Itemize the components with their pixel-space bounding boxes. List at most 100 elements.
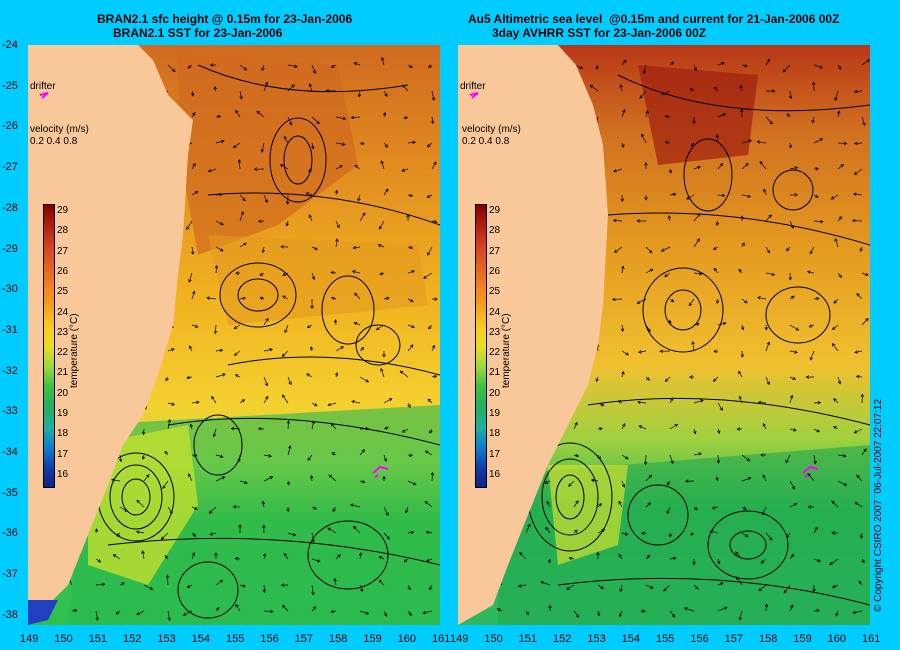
velocity-arrow — [118, 454, 123, 463]
velocity-arrow — [328, 474, 337, 482]
velocity-arrow — [568, 480, 575, 487]
velocity-arrow — [717, 162, 724, 170]
velocity-arrow — [645, 584, 654, 589]
velocity-arrow — [167, 402, 176, 406]
colorbar-tick-label: 25 — [57, 286, 69, 298]
lon-tick-label: 154 — [621, 633, 641, 645]
velocity-arrow — [789, 166, 799, 170]
velocity-arrow — [189, 345, 193, 352]
velocity-arrow — [738, 268, 743, 274]
velocity-arrow — [191, 163, 196, 170]
velocity-arrow — [669, 610, 676, 618]
velocity-arrow — [215, 114, 222, 119]
velocity-arrow — [853, 428, 863, 434]
velocity-arrow — [741, 139, 753, 144]
velocity-arrow — [855, 374, 863, 379]
velocity-arrow — [351, 400, 361, 404]
velocity-arrow — [517, 584, 527, 588]
lon-tick-label: 149 — [20, 633, 39, 645]
velocity-arrow — [167, 348, 175, 352]
velocity-arrow — [235, 271, 241, 275]
velocity-arrow — [380, 367, 385, 378]
velocity-arrow — [327, 402, 337, 407]
velocity-arrow — [239, 210, 244, 222]
velocity-arrow — [621, 109, 626, 118]
velocity-arrow — [238, 523, 242, 534]
velocity-arrow — [813, 138, 824, 144]
land-mass — [28, 45, 193, 625]
velocity-arrow — [740, 324, 745, 331]
velocity-arrow — [859, 532, 864, 540]
velocity-arrows — [469, 57, 870, 621]
velocity-arrow — [741, 242, 745, 248]
velocity-arrow — [813, 608, 820, 613]
velocity-arrow — [664, 272, 671, 277]
velocity-arrow — [741, 532, 749, 538]
velocity-arrow — [547, 558, 552, 564]
colorbar-tick-label: 19 — [57, 408, 69, 419]
velocity-arrow — [377, 244, 385, 248]
velocity-arrow — [837, 164, 844, 170]
velocity-arrow — [717, 582, 724, 586]
velocity-arrow — [407, 140, 416, 145]
velocity-arrow — [215, 139, 225, 144]
velocity-arrow — [285, 220, 289, 227]
velocity-arrow — [813, 64, 823, 69]
velocity-arrow — [143, 584, 154, 590]
velocity-arrow — [141, 550, 145, 560]
velocity-arrow — [861, 59, 870, 66]
velocity-arrow — [136, 610, 145, 616]
velocity-arrow — [431, 374, 438, 379]
velocity-arrow — [851, 218, 863, 223]
velocity-arrow — [666, 506, 671, 515]
velocity-arrow — [209, 532, 217, 536]
velocity-arrow — [597, 402, 605, 407]
velocity-arrow — [308, 168, 313, 173]
velocity-arrow — [232, 505, 241, 509]
velocity-arrow — [683, 607, 695, 612]
velocity-arrow — [540, 581, 551, 586]
velocity-arrow — [717, 321, 727, 326]
velocity-arrow — [645, 324, 651, 333]
velocity-arrow — [831, 584, 839, 589]
velocity-arrow — [325, 89, 337, 93]
velocity-arrow — [383, 90, 388, 97]
velocity-arrow — [407, 453, 414, 457]
velocity-arrow — [287, 64, 298, 68]
deep-blue-corner — [28, 600, 58, 625]
velocity-arrow — [789, 295, 795, 300]
velocity-arrow — [852, 610, 863, 615]
velocity-arrow — [95, 610, 99, 622]
velocity-arrow — [187, 64, 193, 69]
colorbar-tick-label: 26 — [57, 265, 69, 277]
velocity-arrow — [669, 61, 675, 66]
velocity-arrow — [525, 610, 529, 616]
velocity-arrow — [669, 298, 675, 303]
lat-tick-label: -37 — [2, 568, 18, 581]
velocity-arrow — [431, 344, 436, 352]
velocity-arrow — [636, 219, 647, 223]
velocity-arrow — [643, 454, 648, 466]
velocity-arrow — [573, 421, 578, 430]
velocity-arrow — [837, 216, 843, 222]
velocity-arrow — [286, 194, 290, 205]
colorbar-tick-label: 17 — [57, 448, 69, 460]
velocity-arrow — [686, 194, 695, 200]
velocity-arrow — [715, 476, 720, 482]
velocity-arrow — [188, 272, 193, 283]
velocity-arrow — [738, 395, 743, 404]
velocity-arrow — [621, 142, 625, 149]
velocity-arrow — [111, 478, 121, 482]
velocity-arrow — [812, 584, 816, 593]
velocity-arrow — [833, 398, 839, 404]
velocity-arrow — [618, 400, 623, 404]
velocity-arrow — [191, 532, 197, 537]
velocity-arrow — [762, 474, 767, 482]
velocity-arrow — [661, 90, 671, 96]
velocity-arrow — [311, 402, 318, 407]
velocity-arrow — [789, 480, 796, 490]
velocity-arrow — [215, 607, 220, 612]
velocity-arrow — [762, 423, 767, 430]
right-title-line1: Au5 Altimetric sea level @0.15m and curr… — [468, 12, 840, 26]
lon-tick-label: 159 — [793, 633, 812, 645]
